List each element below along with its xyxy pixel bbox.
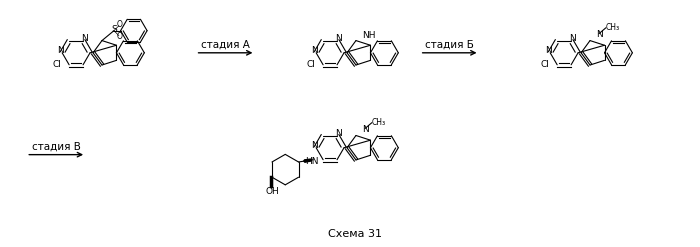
Text: Схема 31: Схема 31 <box>328 229 382 239</box>
Text: N: N <box>568 34 575 43</box>
Text: HN: HN <box>304 157 318 166</box>
Text: N: N <box>80 34 88 43</box>
Text: стадия В: стадия В <box>32 142 80 152</box>
Text: N: N <box>311 46 318 55</box>
Text: N: N <box>362 125 369 134</box>
Text: CH₃: CH₃ <box>372 118 386 127</box>
Text: Cl: Cl <box>52 60 61 69</box>
Text: N: N <box>57 46 64 55</box>
Text: OH: OH <box>265 186 279 196</box>
Text: стадия Б: стадия Б <box>425 40 474 50</box>
Text: N: N <box>311 141 318 150</box>
Text: стадия А: стадия А <box>201 40 250 50</box>
Text: N: N <box>335 34 342 43</box>
Text: N: N <box>596 30 603 39</box>
Text: N: N <box>545 46 552 55</box>
Text: Cl: Cl <box>307 60 315 69</box>
Text: CH₃: CH₃ <box>606 23 620 32</box>
Text: NH: NH <box>362 31 375 40</box>
Text: O: O <box>117 20 122 29</box>
Text: O: O <box>117 32 122 41</box>
Text: N: N <box>335 129 342 138</box>
Text: Cl: Cl <box>540 60 550 69</box>
Text: S: S <box>111 25 117 34</box>
